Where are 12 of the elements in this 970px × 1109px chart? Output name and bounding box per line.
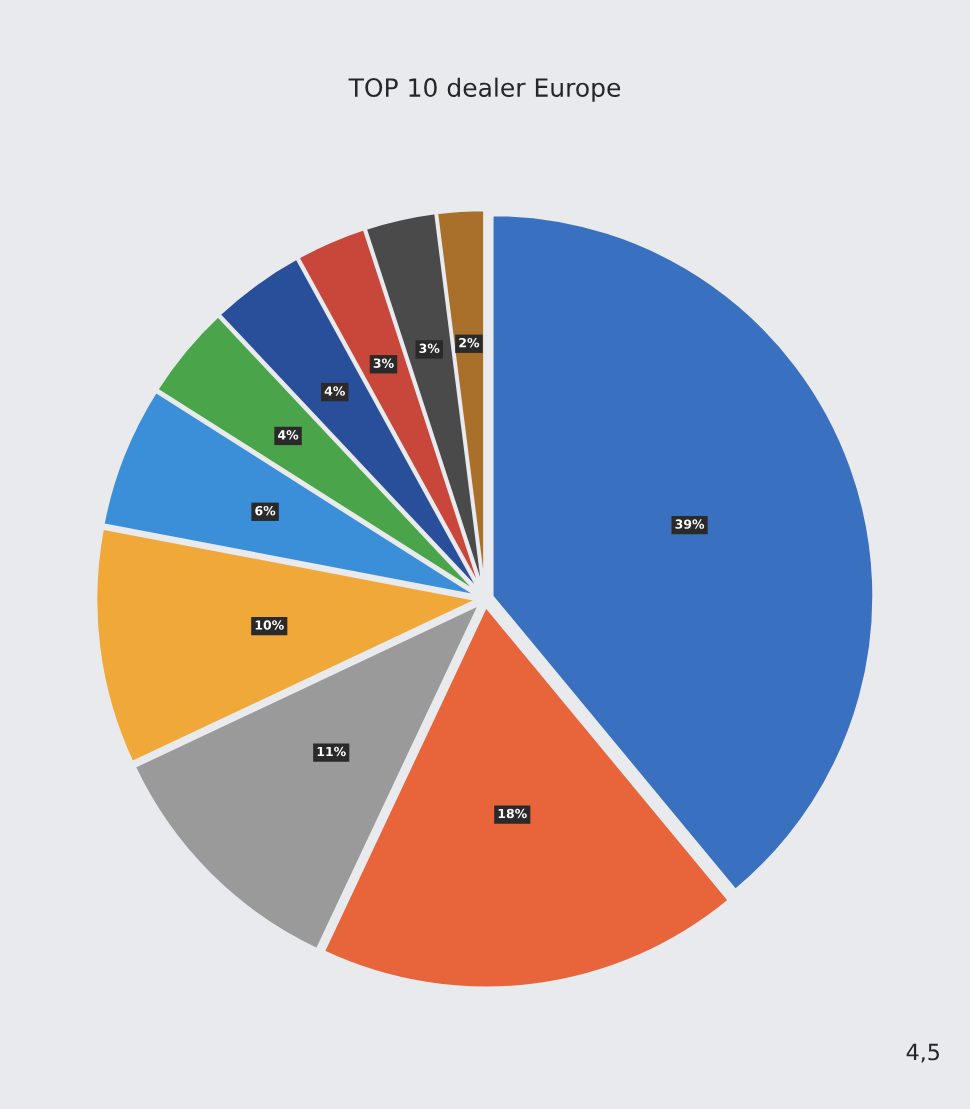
data-label: 3% [373, 358, 394, 368]
data-label: 2% [459, 337, 480, 348]
data-label: 39% [675, 519, 705, 529]
data-label: 4% [324, 386, 345, 396]
data-label: 6% [255, 505, 276, 516]
data-label: 4% [278, 430, 299, 440]
chart-title: TOP 10 dealer Europe [348, 77, 621, 102]
text: 4,5 [906, 1043, 939, 1063]
data-label: 3% [419, 343, 440, 354]
data-label: 10% [255, 620, 284, 630]
data-label: 11% [317, 746, 346, 757]
data-label: 18% [498, 808, 527, 819]
